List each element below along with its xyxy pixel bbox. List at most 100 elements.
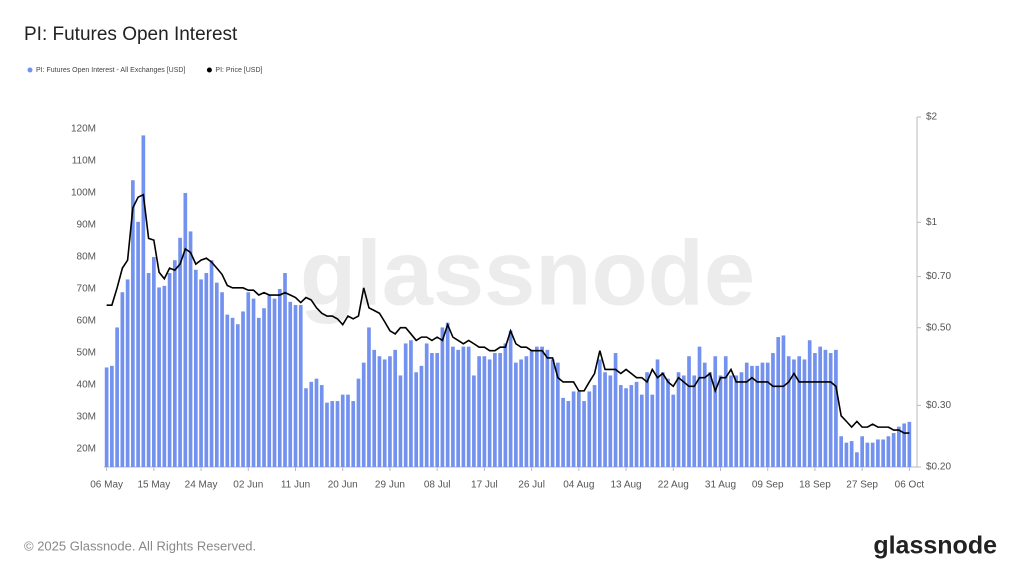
bar: [178, 237, 182, 467]
bar: [556, 362, 560, 467]
bar: [723, 356, 728, 467]
bar: [624, 388, 628, 467]
bar: [618, 385, 623, 467]
bar: [891, 433, 896, 467]
bar: [828, 353, 833, 467]
bar: [597, 359, 602, 467]
bar: [283, 273, 287, 467]
bar: [629, 385, 634, 467]
bar: [503, 343, 508, 467]
bar: [461, 346, 466, 467]
bar: [671, 394, 676, 467]
bar: [807, 340, 812, 467]
x-tick-label: 08 Jul: [424, 480, 451, 491]
bar: [697, 346, 702, 467]
bar: [608, 375, 613, 467]
bar: [813, 353, 817, 467]
footer: © 2025 Glassnode. All Rights Reserved.: [24, 538, 256, 553]
bar: [592, 385, 597, 467]
bar: [131, 180, 135, 467]
bar: [834, 349, 838, 467]
bar: [650, 394, 655, 467]
bar: [660, 372, 665, 467]
x-tick-label: 22 Aug: [658, 480, 689, 491]
x-tick-label: 31 Aug: [705, 480, 736, 491]
bar: [514, 362, 518, 467]
x-tick-label: 18 Sep: [799, 480, 831, 491]
bar: [472, 375, 476, 467]
bar: [535, 346, 539, 467]
y-tick-label: 60M: [77, 316, 96, 327]
bar: [251, 298, 256, 467]
bar: [314, 378, 319, 467]
bar: [335, 401, 340, 467]
bar: [325, 402, 329, 467]
bar: [702, 362, 707, 467]
bar: [477, 356, 481, 467]
bar: [125, 279, 130, 467]
x-tick-label: 24 May: [185, 480, 218, 491]
bar: [860, 436, 864, 467]
bar: [172, 260, 177, 467]
x-tick-label: 06 May: [90, 480, 123, 491]
bar: [666, 378, 670, 467]
bar: [382, 359, 387, 467]
bar: [435, 353, 440, 467]
bar: [519, 359, 523, 467]
x-tick-label: 11 Jun: [281, 480, 310, 491]
bar: [765, 362, 770, 467]
bar: [377, 356, 382, 467]
y2-tick-label: $1: [926, 217, 938, 228]
legend: PI: Futures Open Interest - All Exchange…: [27, 67, 263, 74]
bar: [897, 426, 901, 467]
bar: [582, 401, 586, 467]
bar: [587, 391, 592, 467]
bar: [388, 356, 392, 467]
bar: [524, 356, 529, 467]
bar: [849, 441, 854, 467]
bar: [634, 381, 639, 467]
x-tick-label: 27 Sep: [846, 480, 878, 491]
legend-marker: [27, 67, 33, 73]
bar: [256, 317, 261, 467]
bar: [346, 394, 350, 467]
bar: [445, 322, 450, 467]
bar: [440, 327, 445, 467]
bar: [571, 391, 576, 467]
y2-tick-label: $0.20: [926, 462, 951, 473]
bar: [361, 362, 366, 467]
bar: [687, 356, 691, 467]
bar: [241, 311, 245, 467]
x-tick-label: 02 Jun: [233, 480, 263, 491]
x-tick-label: 29 Jun: [375, 480, 405, 491]
bar: [367, 327, 371, 467]
bar: [272, 298, 277, 467]
y-tick-label: 40M: [77, 380, 96, 391]
y2-tick-label: $2: [926, 112, 938, 123]
y-tick-label: 30M: [77, 412, 96, 423]
bar: [451, 346, 455, 467]
bar: [676, 372, 681, 467]
bar: [865, 442, 870, 467]
bar: [293, 305, 298, 467]
bar: [713, 356, 718, 467]
bar: [482, 356, 487, 467]
x-tick-label: 13 Aug: [610, 480, 641, 491]
bar: [613, 353, 618, 467]
bar: [288, 301, 293, 467]
y-tick-label: 50M: [77, 348, 96, 359]
bar: [823, 349, 828, 467]
bar: [881, 439, 885, 467]
bar: [781, 335, 786, 467]
bar: [603, 372, 607, 467]
bar: [907, 421, 912, 467]
bar: [734, 375, 739, 467]
x-tick-label: 26 Jul: [518, 480, 545, 491]
y-tick-label: 120M: [71, 124, 96, 135]
bar: [167, 273, 172, 467]
y-tick-label: 20M: [77, 444, 96, 455]
legend-label: PI: Futures Open Interest - All Exchange…: [36, 67, 185, 74]
bar: [786, 356, 791, 467]
